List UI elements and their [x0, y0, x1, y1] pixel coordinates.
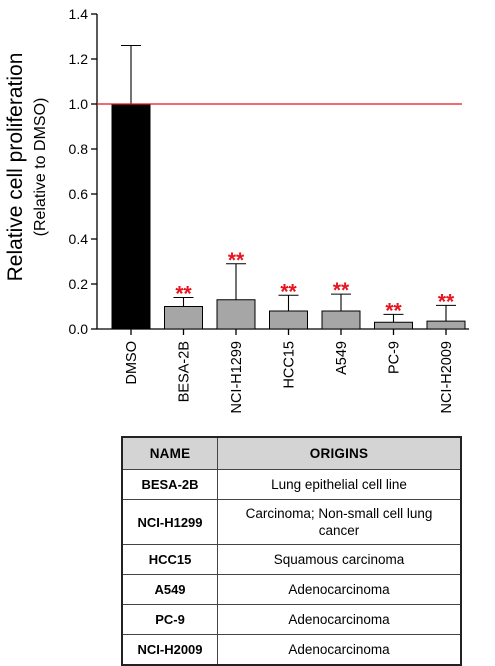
bar: [426, 320, 466, 330]
table-header-row: NAME ORIGINS: [121, 436, 462, 470]
x-tick-label: DMSO: [124, 341, 140, 385]
y-tick-label: 0.2: [69, 276, 89, 292]
significance-marker: **: [438, 290, 455, 313]
y-tick-label: 0.0: [69, 321, 89, 337]
origins-column-header: ORIGINS: [217, 436, 462, 470]
cell-line-origin: Adenocarcinoma: [217, 574, 462, 605]
y-axis-title: Relative cell proliferation (Relative to…: [4, 53, 49, 282]
bar: [164, 306, 203, 330]
significance-marker: **: [175, 283, 192, 306]
x-tick-label: HCC15: [282, 341, 298, 389]
y-axis-label: Relative cell proliferation: [4, 53, 27, 282]
table-row: HCC15 Squamous carcinoma: [121, 544, 462, 575]
cell-line-name: BESA-2B: [121, 469, 218, 500]
bar-chart: Relative cell proliferation (Relative to…: [4, 6, 469, 414]
cell-line-origin: Squamous carcinoma: [217, 544, 462, 575]
table-row: NCI-H1299 Carcinoma; Non-small cell lung…: [121, 499, 462, 545]
significance-marker: **: [228, 249, 245, 272]
significance-marker: **: [280, 280, 297, 303]
cell-line-origins-table: NAME ORIGINS BESA-2B Lung epithelial cel…: [121, 436, 462, 666]
table-row: BESA-2B Lung epithelial cell line: [121, 469, 462, 500]
cell-line-name: NCI-H1299: [121, 499, 218, 545]
cell-line-origin: Adenocarcinoma: [217, 634, 462, 666]
bar: [321, 310, 361, 330]
x-tick-label: PC-9: [387, 341, 403, 374]
y-tick-label: 0.6: [69, 186, 89, 202]
name-column-header: NAME: [121, 436, 218, 470]
table-row: PC-9 Adenocarcinoma: [121, 604, 462, 635]
y-tick-label: 0.4: [69, 231, 89, 247]
bar: [111, 103, 151, 330]
x-tick-label: BESA-2B: [177, 341, 193, 402]
plot-area: 0.0 0.2 0.4 0.6 0.8 1.0 1.2 1.4 DMSO ** BESA-2B ** N…: [69, 6, 469, 414]
y-tick-label: 1.0: [69, 96, 89, 112]
cell-line-name: A549: [121, 574, 218, 605]
cell-line-name: HCC15: [121, 544, 218, 575]
table-row: NCI-H2009 Adenocarcinoma: [121, 634, 462, 666]
cell-line-origin: Carcinoma; Non-small cell lung cancer: [217, 499, 462, 545]
bar: [374, 321, 413, 330]
cell-line-name: PC-9: [121, 604, 218, 635]
cell-line-origin: Adenocarcinoma: [217, 604, 462, 635]
bar: [269, 310, 308, 330]
y-tick-label: 1.2: [69, 51, 89, 67]
x-tick-label: NCI-H2009: [439, 341, 455, 414]
cell-line-name: NCI-H2009: [121, 634, 218, 666]
table-row: A549 Adenocarcinoma: [121, 574, 462, 605]
y-axis-sublabel: (Relative to DMSO): [32, 98, 49, 237]
y-tick-label: 1.4: [69, 6, 89, 22]
x-tick-label: NCI-H1299: [229, 341, 245, 414]
x-tick-label: A549: [334, 341, 350, 375]
bar: [216, 299, 256, 330]
significance-marker: **: [385, 299, 402, 322]
significance-marker: **: [333, 279, 350, 302]
cell-line-origin: Lung epithelial cell line: [217, 469, 462, 500]
y-tick-label: 0.8: [69, 141, 89, 157]
